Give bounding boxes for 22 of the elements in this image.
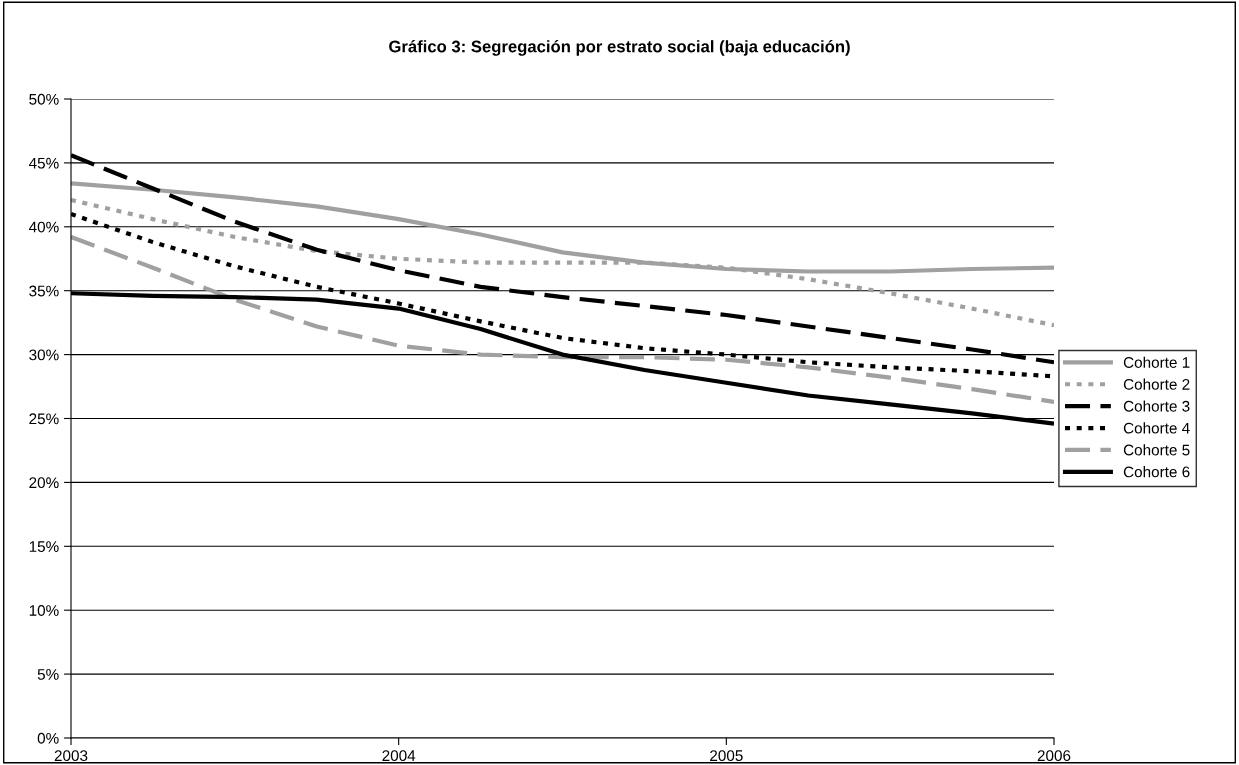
y-tick-label: 10% bbox=[29, 605, 59, 616]
y-tick-label: 0% bbox=[37, 732, 59, 744]
legend-label: Cohorte 1 bbox=[1123, 356, 1190, 368]
x-tick-label: 2004 bbox=[382, 750, 416, 762]
y-tick-label: 30% bbox=[29, 349, 59, 361]
legend-label: Cohorte 3 bbox=[1123, 400, 1190, 412]
y-tick-label: 25% bbox=[29, 413, 59, 425]
y-tick-label: 15% bbox=[29, 541, 59, 552]
y-tick-label: 40% bbox=[28, 221, 59, 233]
legend-label: Cohorte 6 bbox=[1123, 466, 1190, 478]
legend-label: Cohorte 4 bbox=[1123, 422, 1190, 434]
x-tick-label: 2003 bbox=[54, 750, 88, 762]
y-tick-label: 50% bbox=[29, 93, 59, 105]
chart-title: Gráfico 3: Segregación por estrato social (baja educación) bbox=[389, 40, 850, 56]
y-tick-label: 20% bbox=[29, 477, 59, 489]
x-tick-label: 2005 bbox=[710, 750, 743, 762]
legend-label: Cohorte 2 bbox=[1123, 378, 1190, 390]
legend-label: Cohorte 5 bbox=[1123, 444, 1190, 456]
y-tick-label: 35% bbox=[29, 285, 59, 297]
x-tick-label: 2006 bbox=[1037, 750, 1071, 762]
y-tick-label: 5% bbox=[37, 669, 59, 680]
y-tick-label: 45% bbox=[28, 157, 59, 169]
